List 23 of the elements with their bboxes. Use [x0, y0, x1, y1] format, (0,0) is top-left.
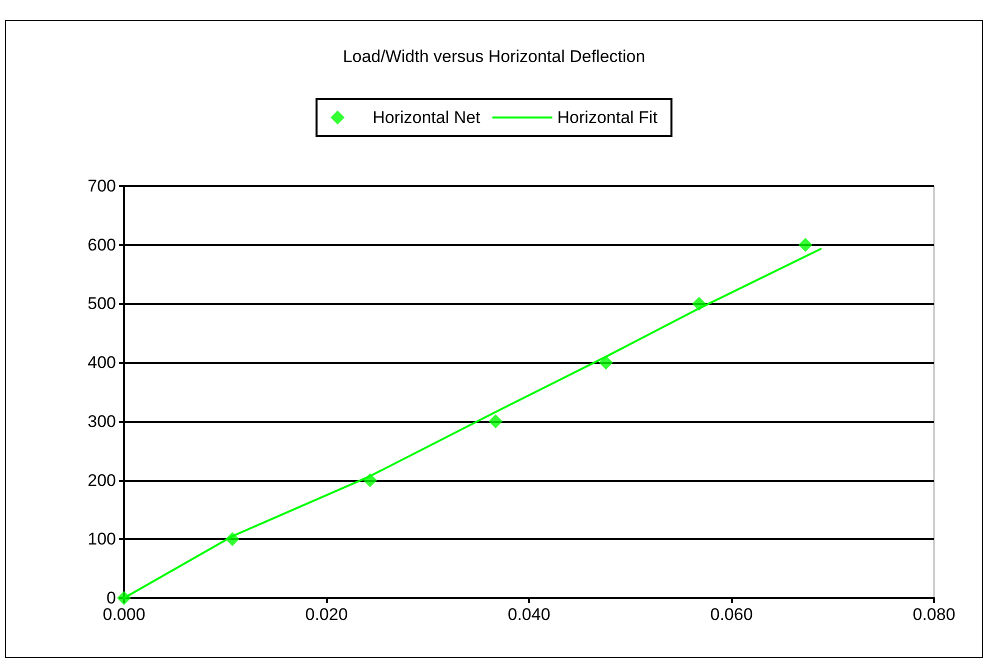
x-tick-label: 0.020 [305, 605, 348, 624]
y-tick-label: 500 [88, 294, 116, 314]
chart-title: Load/Width versus Horizontal Deflection [342, 47, 646, 66]
x-tick-label: 0.040 [508, 605, 550, 624]
legend-label: Horizontal Fit [557, 108, 658, 127]
point [363, 473, 378, 488]
point [225, 532, 240, 546]
y-tick-label: 200 [88, 470, 116, 490]
y-tick-label: 300 [88, 412, 116, 431]
y-tick-label: 600 [88, 235, 116, 254]
x-tick-label: 0.000 [102, 605, 146, 624]
x-tick-label: 0.080 [912, 605, 956, 624]
x-tick-label: 0.060 [710, 605, 753, 624]
point [692, 296, 706, 311]
point [488, 414, 503, 428]
point [117, 591, 131, 605]
y-tick-label: 700 [88, 176, 116, 196]
y-tick-label: 100 [88, 530, 116, 549]
y-tick-label: 0 [106, 588, 116, 608]
point [798, 238, 812, 252]
point [598, 356, 613, 370]
y-tick-label: 400 [88, 353, 116, 372]
legend-label: Horizontal Net [372, 108, 481, 127]
